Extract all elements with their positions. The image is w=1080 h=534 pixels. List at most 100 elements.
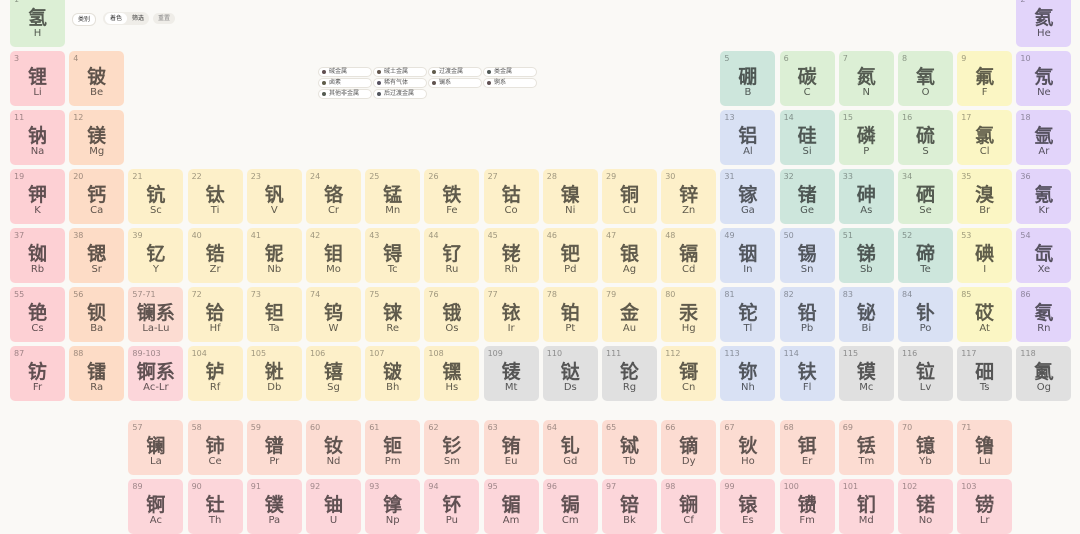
element-cell[interactable]: 51 锑 Sb [838, 228, 894, 283]
element-cell[interactable]: 64 钆 Gd [542, 420, 598, 475]
element-cell[interactable]: 47 银 Ag [602, 228, 657, 283]
element-cell[interactable]: 21 钪 Sc [128, 169, 184, 224]
mode-button[interactable]: 筛选 [132, 15, 145, 22]
element-cell[interactable]: 11 钠 Na [10, 110, 65, 165]
element-cell[interactable]: 62 钐 Sm [424, 420, 480, 475]
element-cell[interactable]: 117 鿬 Ts [957, 346, 1013, 401]
element-cell[interactable]: 65 铽 Tb [602, 420, 657, 475]
element-cell[interactable]: 99 锿 Es [720, 479, 776, 534]
element-cell[interactable]: 76 锇 Os [424, 287, 480, 342]
element-cell[interactable]: 112 鿔 Cn [661, 346, 717, 401]
element-cell[interactable]: 31 镓 Ga [720, 169, 776, 224]
element-cell[interactable]: 22 钛 Ti [187, 169, 243, 224]
element-cell[interactable]: 20 钙 Ca [69, 169, 125, 224]
element-cell[interactable]: 12 镁 Mg [69, 110, 125, 165]
element-cell[interactable]: 85 砹 At [957, 287, 1013, 342]
element-cell[interactable]: 60 钕 Nd [306, 420, 361, 475]
element-cell[interactable]: 2 氦He [1016, 0, 1072, 47]
element-cell[interactable]: 78 铂 Pt [542, 287, 598, 342]
legend-item[interactable]: 类金属 [483, 67, 537, 77]
element-cell[interactable]: 53 碘 I [957, 228, 1013, 283]
element-cell[interactable]: 91 镤 Pa [246, 479, 302, 534]
element-cell[interactable]: 18 氩 Ar [1016, 110, 1072, 165]
element-cell[interactable]: 39 钇 Y [128, 228, 184, 283]
element-cell[interactable]: 61 钷 Pm [365, 420, 421, 475]
element-cell[interactable]: 23 钒 V [246, 169, 302, 224]
element-cell[interactable]: 97 锫 Bk [602, 479, 657, 534]
element-cell[interactable]: 30 锌 Zn [661, 169, 717, 224]
element-cell[interactable]: 102 锘 No [898, 479, 953, 534]
element-cell[interactable]: 80 汞 Hg [661, 287, 717, 342]
element-cell[interactable]: 118 鿫 Og [1016, 346, 1072, 401]
element-cell[interactable]: 36 氪 Kr [1016, 169, 1072, 224]
legend-item[interactable]: 其他非金属 [318, 89, 372, 99]
element-cell[interactable]: 107 𬭛 Bh [365, 346, 421, 401]
element-cell[interactable]: 28 镍 Ni [542, 169, 598, 224]
element-cell[interactable]: 55 铯 Cs [10, 287, 65, 342]
mode-button[interactable]: 着色 [105, 13, 128, 24]
series-cell[interactable]: 57-71 镧系 La-Lu [128, 287, 184, 342]
element-cell[interactable]: 34 硒 Se [898, 169, 953, 224]
element-cell[interactable]: 105 𬭊 Db [246, 346, 302, 401]
legend-item[interactable]: 后过渡金属 [373, 89, 427, 99]
legend-item[interactable]: 碱土金属 [373, 67, 427, 77]
element-cell[interactable]: 111 𬬭 Rg [602, 346, 657, 401]
element-cell[interactable]: 103 铹 Lr [957, 479, 1013, 534]
element-cell[interactable]: 110 𫟼 Ds [542, 346, 598, 401]
element-cell[interactable]: 41 铌 Nb [246, 228, 302, 283]
element-cell[interactable]: 59 镨 Pr [246, 420, 302, 475]
element-cell[interactable]: 3 锂 Li [10, 51, 65, 106]
element-cell[interactable]: 48 镉 Cd [661, 228, 717, 283]
element-cell[interactable]: 74 钨 W [306, 287, 361, 342]
series-cell[interactable]: 89-103 锕系 Ac-Lr [128, 346, 184, 401]
element-cell[interactable]: 109 鿏 Mt [483, 346, 539, 401]
element-cell[interactable]: 25 锰 Mn [365, 169, 421, 224]
element-cell[interactable]: 82 铅 Pb [779, 287, 835, 342]
element-cell[interactable]: 15 磷 P [838, 110, 894, 165]
element-cell[interactable]: 4 铍 Be [69, 51, 125, 106]
element-cell[interactable]: 86 氡 Rn [1016, 287, 1072, 342]
element-cell[interactable]: 90 钍 Th [187, 479, 243, 534]
element-cell[interactable]: 104 𬬻 Rf [187, 346, 243, 401]
element-cell[interactable]: 108 𬭶 Hs [424, 346, 480, 401]
element-cell[interactable]: 43 锝 Tc [365, 228, 421, 283]
element-cell[interactable]: 106 𬭳 Sg [306, 346, 361, 401]
element-cell[interactable]: 38 锶 Sr [69, 228, 125, 283]
element-cell[interactable]: 72 铪 Hf [187, 287, 243, 342]
legend-item[interactable]: 卤素 [318, 78, 372, 88]
element-cell[interactable]: 113 鿭 Nh [720, 346, 776, 401]
legend-item[interactable]: 过渡金属 [428, 67, 482, 77]
element-cell[interactable]: 52 碲 Te [898, 228, 953, 283]
element-cell[interactable]: 32 锗 Ge [779, 169, 835, 224]
element-cell[interactable]: 44 钌 Ru [424, 228, 480, 283]
element-cell[interactable]: 116 𫟷 Lv [898, 346, 953, 401]
element-cell[interactable]: 10 氖 Ne [1016, 51, 1072, 106]
category-select[interactable]: 类别 [72, 13, 97, 26]
element-cell[interactable]: 68 铒 Er [779, 420, 835, 475]
element-cell[interactable]: 13 铝 Al [720, 110, 776, 165]
legend-item[interactable]: 碱金属 [318, 67, 372, 77]
element-cell[interactable]: 73 钽 Ta [246, 287, 302, 342]
element-cell[interactable]: 33 砷 As [838, 169, 894, 224]
element-cell[interactable]: 49 铟 In [720, 228, 776, 283]
element-cell[interactable]: 83 铋 Bi [838, 287, 894, 342]
element-cell[interactable]: 42 钼 Mo [306, 228, 361, 283]
element-cell[interactable]: 89 锕 Ac [128, 479, 184, 534]
element-cell[interactable]: 98 锎 Cf [661, 479, 717, 534]
element-cell[interactable]: 40 锆 Zr [187, 228, 243, 283]
element-cell[interactable]: 93 镎 Np [365, 479, 421, 534]
legend-item[interactable]: 锕系 [483, 78, 537, 88]
element-cell[interactable]: 87 钫 Fr [10, 346, 65, 401]
element-cell[interactable]: 54 氙 Xe [1016, 228, 1072, 283]
element-cell[interactable]: 29 铜 Cu [602, 169, 657, 224]
element-cell[interactable]: 79 金 Au [602, 287, 657, 342]
element-cell[interactable]: 14 硅 Si [779, 110, 835, 165]
element-cell[interactable]: 45 铑 Rh [483, 228, 539, 283]
element-cell[interactable]: 27 钴 Co [483, 169, 539, 224]
element-cell[interactable]: 96 锔 Cm [542, 479, 598, 534]
element-cell[interactable]: 92 铀 U [306, 479, 361, 534]
